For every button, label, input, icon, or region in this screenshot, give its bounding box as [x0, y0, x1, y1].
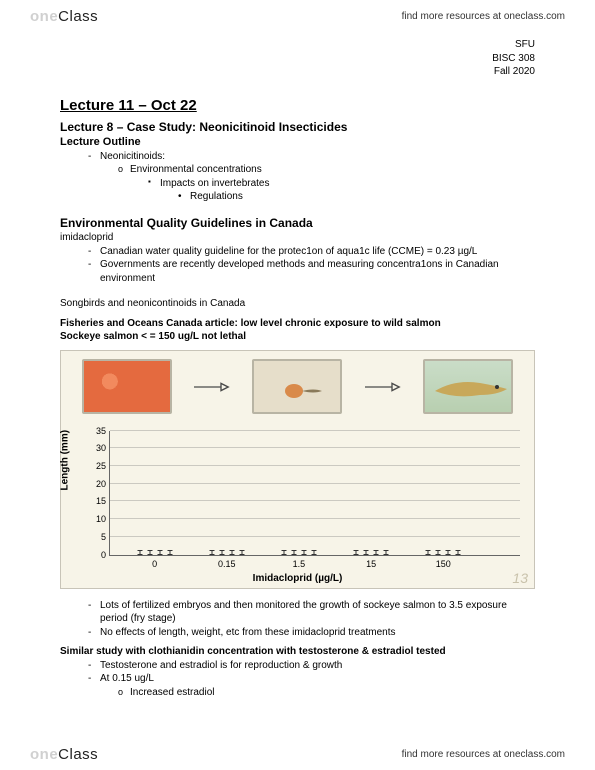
meta-course: BISC 308: [60, 52, 535, 66]
error-bar: [356, 550, 357, 555]
y-tick-label: 15: [84, 496, 106, 506]
x-axis-label: Imidacloprid (µg/L): [61, 573, 534, 584]
y-axis-label: Length (mm): [60, 430, 71, 491]
lecture-title: Lecture 11 – Oct 22: [60, 97, 535, 114]
error-bar: [293, 550, 294, 555]
error-bar: [366, 550, 367, 555]
error-bar: [231, 550, 232, 555]
error-bar: [313, 550, 314, 555]
resource-link-bottom[interactable]: find more resources at oneclass.com: [402, 749, 565, 760]
section-heading: Environmental Quality Guidelines in Cana…: [60, 216, 535, 230]
arrow-right-icon: [365, 378, 401, 396]
y-tick-label: 30: [84, 443, 106, 453]
outline-heading: Lecture Outline: [60, 136, 535, 148]
header-bar: oneClass find more resources at oneclass…: [0, 0, 595, 32]
y-tick-label: 20: [84, 479, 106, 489]
list-item: At 0.15 ug/L: [60, 672, 535, 686]
plot-area: 0510152025303500.151.515150: [109, 431, 520, 556]
list-item: Lots of fertilized embryos and then moni…: [60, 599, 535, 626]
meta-school: SFU: [60, 38, 535, 52]
brand-logo-part-a: one: [30, 8, 58, 25]
doc-meta: SFU BISC 308 Fall 2020: [60, 38, 535, 79]
gridline: [110, 518, 520, 519]
y-tick-label: 35: [84, 426, 106, 436]
brand-logo-part-a: one: [30, 746, 58, 763]
error-bar: [241, 550, 242, 555]
gridline: [110, 465, 520, 466]
salmon-fry-image: [423, 359, 513, 414]
gridline: [110, 500, 520, 501]
paragraph-bold: Similar study with clothianidin concentr…: [60, 645, 535, 659]
x-tick-label: 150: [423, 559, 463, 569]
figure-container: Length (mm) Imidacloprid (µg/L) 05101520…: [60, 350, 535, 589]
error-bar: [376, 550, 377, 555]
arrow-right-icon: [194, 378, 230, 396]
section-subheading: imidacloprid: [60, 232, 535, 243]
brand-logo-part-b: Class: [58, 8, 98, 25]
meta-term: Fall 2020: [60, 65, 535, 79]
list-item: Increased estradiol: [60, 686, 535, 700]
list-item: No effects of length, weight, etc from t…: [60, 626, 535, 640]
salmon-eggs-image: [82, 359, 172, 414]
error-bar: [428, 550, 429, 555]
x-tick-label: 15: [351, 559, 391, 569]
figure-images-row: [61, 351, 534, 423]
outline-item: Neonicitinoids:: [60, 150, 535, 164]
outline-item: Environmental concentrations: [60, 163, 535, 177]
outline-item: Impacts on invertebrates: [60, 177, 535, 191]
document-page: SFU BISC 308 Fall 2020 Lecture 11 – Oct …: [0, 32, 595, 699]
brand-logo-part-b: Class: [58, 746, 98, 763]
paragraph-bold: Sockeye salmon < = 150 ug/L not lethal: [60, 330, 535, 344]
brand-logo: oneClass: [30, 8, 98, 25]
error-bar: [149, 550, 150, 555]
paragraph-bold: Fisheries and Oceans Canada article: low…: [60, 317, 535, 331]
error-bar: [221, 550, 222, 555]
error-bar: [438, 550, 439, 555]
slide-number-watermark: 13: [512, 570, 528, 586]
error-bar: [303, 550, 304, 555]
salmon-alevin-image: [252, 359, 342, 414]
lecture-subtitle: Lecture 8 – Case Study: Neonicitinoid In…: [60, 120, 535, 134]
gridline: [110, 447, 520, 448]
error-bar: [386, 550, 387, 555]
x-tick-label: 0.15: [207, 559, 247, 569]
y-tick-label: 0: [84, 550, 106, 560]
error-bar: [458, 550, 459, 555]
list-item: Testosterone and estradiol is for reprod…: [60, 659, 535, 673]
gridline: [110, 536, 520, 537]
error-bar: [283, 550, 284, 555]
error-bar: [211, 550, 212, 555]
error-bar: [139, 550, 140, 555]
bar-chart: Length (mm) Imidacloprid (µg/L) 05101520…: [61, 423, 534, 588]
x-tick-label: 1.5: [279, 559, 319, 569]
paragraph: Songbirds and neonicontinoids in Canada: [60, 297, 535, 311]
brand-logo: oneClass: [30, 746, 98, 763]
x-tick-label: 0: [135, 559, 175, 569]
error-bar: [448, 550, 449, 555]
y-tick-label: 25: [84, 461, 106, 471]
gridline: [110, 430, 520, 431]
error-bar: [159, 550, 160, 555]
list-item: Canadian water quality guideline for the…: [60, 245, 535, 259]
y-tick-label: 5: [84, 532, 106, 542]
y-tick-label: 10: [84, 514, 106, 524]
outline-item: Regulations: [60, 190, 535, 204]
gridline: [110, 483, 520, 484]
list-item: Governments are recently developed metho…: [60, 258, 535, 285]
error-bar: [169, 550, 170, 555]
footer-bar: oneClass find more resources at oneclass…: [0, 738, 595, 770]
resource-link-top[interactable]: find more resources at oneclass.com: [402, 11, 565, 22]
